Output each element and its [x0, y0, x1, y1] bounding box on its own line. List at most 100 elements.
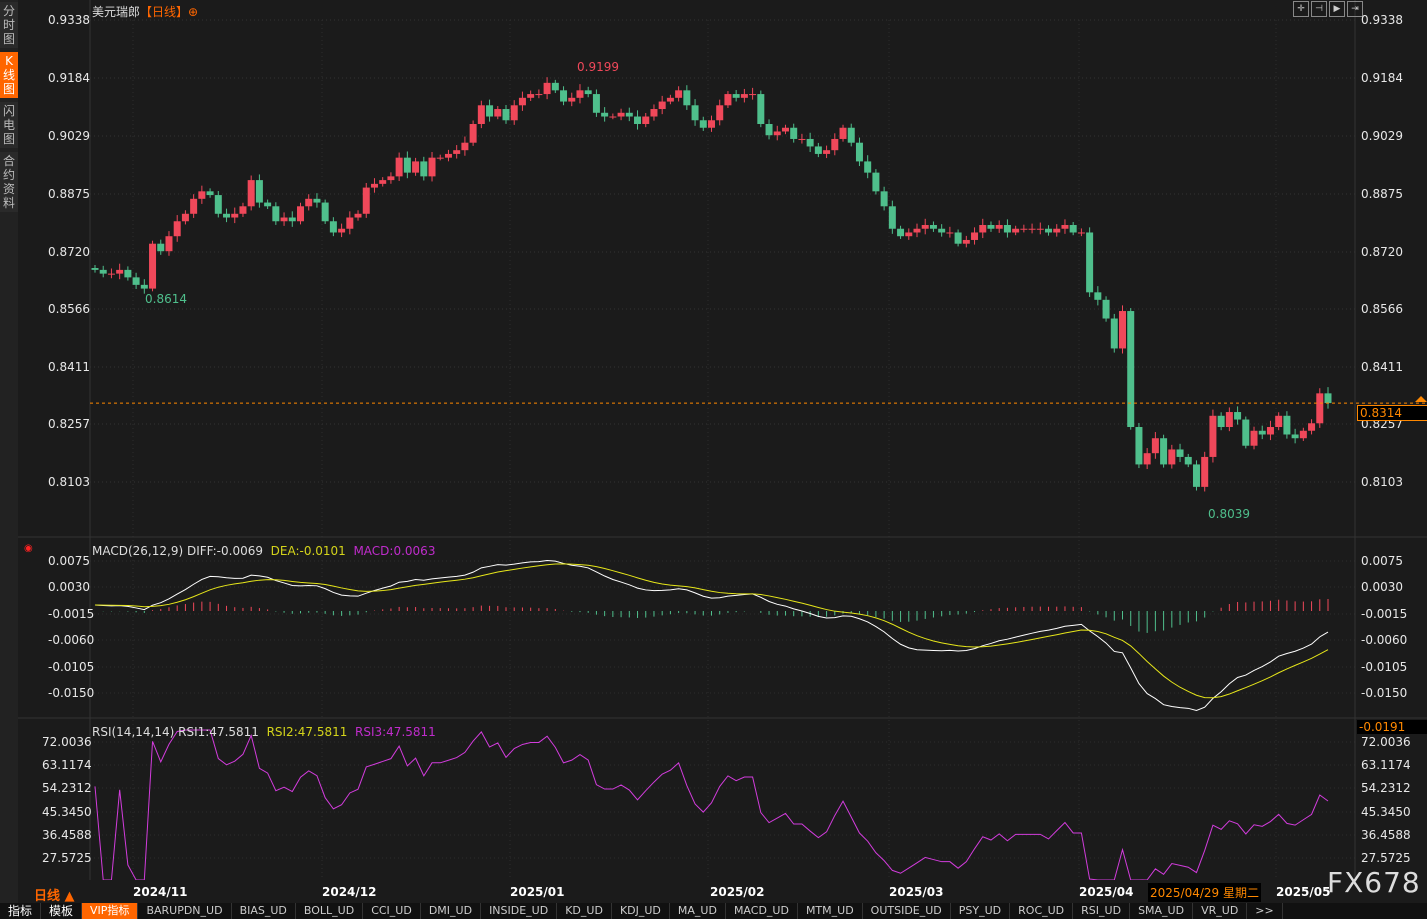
candle-body: [987, 225, 995, 229]
sidebar-tab-kline[interactable]: K线图: [0, 52, 18, 98]
tab-sma-ud[interactable]: SMA_UD: [1130, 903, 1194, 919]
sidebar-tab-contract[interactable]: 合约资料: [0, 152, 18, 212]
candle-body: [239, 206, 247, 214]
candle-body: [157, 243, 165, 252]
price-tick-left: 0.8875: [48, 187, 90, 201]
candle-body: [1184, 456, 1192, 465]
current-price-arrow-icon: [1415, 396, 1427, 402]
tab-cci-ud[interactable]: CCI_UD: [363, 903, 421, 919]
price-tick-right: 0.9338: [1361, 13, 1403, 27]
price-tick-left: 0.9184: [48, 71, 90, 85]
tab-vip-[interactable]: VIP指标: [82, 903, 139, 919]
tab-inside-ud[interactable]: INSIDE_UD: [481, 903, 558, 919]
symbol-name: 美元瑞郎: [92, 5, 141, 19]
candle-body: [773, 131, 781, 136]
tab-kd-ud[interactable]: KD_UD: [557, 903, 612, 919]
rsi-tick-right: 63.1174: [1361, 758, 1411, 772]
tab-mtm-ud[interactable]: MTM_UD: [798, 903, 863, 919]
candle-body: [749, 94, 757, 96]
candle-body: [370, 183, 378, 188]
candle-body: [1028, 228, 1036, 230]
tab-roc-ud[interactable]: ROC_UD: [1010, 903, 1074, 919]
price-tick-left: 0.8720: [48, 245, 90, 259]
candle-body: [198, 191, 206, 199]
zoom-in-icon[interactable]: ⊣: [1311, 1, 1327, 17]
candle-body: [1069, 225, 1077, 233]
candle-body: [1061, 225, 1069, 229]
candle-body: [124, 269, 132, 278]
sidebar-tab-timeshare[interactable]: 分时图: [0, 2, 18, 48]
candle-body: [560, 90, 568, 102]
candle-body: [551, 82, 559, 91]
candle-body: [905, 232, 913, 237]
tab--[interactable]: 指标: [0, 903, 42, 919]
candle-body: [855, 142, 863, 162]
candle-body: [1242, 419, 1250, 446]
zoom-out-icon[interactable]: ▶: [1329, 1, 1345, 17]
tab--[interactable]: 模板: [41, 903, 83, 919]
rsi-tick-right: 45.3450: [1361, 805, 1411, 819]
tab-outside-ud[interactable]: OUTSIDE_UD: [863, 903, 951, 919]
tab-barupdn-ud[interactable]: BARUPDN_UD: [138, 903, 232, 919]
candle-body: [864, 161, 872, 173]
tab-ma-ud[interactable]: MA_UD: [670, 903, 726, 919]
sidebar-tab-flash[interactable]: 闪电图: [0, 102, 18, 148]
rsi-tick-right: 27.5725: [1361, 851, 1411, 865]
tab-vr-ud[interactable]: VR_UD: [1193, 903, 1248, 919]
low-annotation: 0.8614: [145, 292, 187, 306]
candle-body: [1012, 228, 1020, 233]
candle-body: [214, 195, 222, 214]
price-tick-right: 0.8875: [1361, 187, 1403, 201]
candle-body: [814, 146, 822, 154]
candle-body: [436, 157, 444, 159]
candle-body: [1020, 228, 1028, 230]
candle-body: [486, 105, 494, 117]
candle-body: [1234, 412, 1242, 420]
candle-body: [305, 198, 313, 207]
candle-body: [165, 236, 173, 252]
chart-title: 美元瑞郎【日线】⊕: [92, 3, 198, 20]
tab-bias-ud[interactable]: BIAS_UD: [232, 903, 296, 919]
macd-tick-left: -0.0060: [48, 633, 95, 647]
candle-body: [658, 101, 666, 110]
candle-body: [716, 105, 724, 121]
candle-body: [444, 153, 452, 158]
price-tick-left: 0.8566: [48, 302, 90, 316]
tab--[interactable]: >>: [1247, 903, 1283, 919]
rsi-line: [94, 729, 1329, 880]
candle-body: [477, 105, 485, 124]
candle-body: [1168, 449, 1176, 465]
indicator-settings-icon[interactable]: ◉: [24, 543, 33, 554]
tab-macd-ud[interactable]: MACD_UD: [726, 903, 798, 919]
crosshair-circle-icon[interactable]: ⊕: [188, 5, 199, 19]
macd-tick-left: -0.0150: [48, 686, 95, 700]
candle-body: [1209, 415, 1217, 457]
move-right-icon[interactable]: ⇥: [1347, 1, 1363, 17]
month-label: 2024/12: [322, 885, 377, 899]
candle-body: [979, 225, 987, 233]
rsi-tick-left: 72.0036: [42, 735, 92, 749]
candle-body: [699, 120, 707, 128]
candle-body: [1094, 292, 1102, 300]
tab-rsi-ud[interactable]: RSI_UD: [1073, 903, 1131, 919]
candle-body: [592, 94, 600, 113]
candle-body: [181, 213, 189, 222]
tab-boll-ud[interactable]: BOLL_UD: [296, 903, 364, 919]
candle-body: [897, 228, 905, 237]
candle-body: [1135, 427, 1143, 465]
price-tick-right: 0.9184: [1361, 71, 1403, 85]
tab-dmi-ud[interactable]: DMI_UD: [421, 903, 482, 919]
tab-psy-ud[interactable]: PSY_UD: [951, 903, 1011, 919]
candle-body: [724, 94, 732, 106]
period-selector[interactable]: 日线 ▲: [34, 889, 75, 904]
chart-canvas[interactable]: 0.9199 0.8614 0.8039: [0, 0, 1427, 880]
candle-body: [354, 213, 362, 218]
candle-body: [1127, 311, 1135, 428]
candle-body: [609, 116, 617, 118]
rsi-tick-right: 72.0036: [1361, 735, 1411, 749]
candle-body: [757, 94, 765, 124]
crosshair-icon[interactable]: ✛: [1293, 1, 1309, 17]
rsi-tick-left: 54.2312: [42, 781, 92, 795]
price-tick-left: 0.8257: [48, 417, 90, 431]
tab-kdj-ud[interactable]: KDJ_UD: [612, 903, 670, 919]
